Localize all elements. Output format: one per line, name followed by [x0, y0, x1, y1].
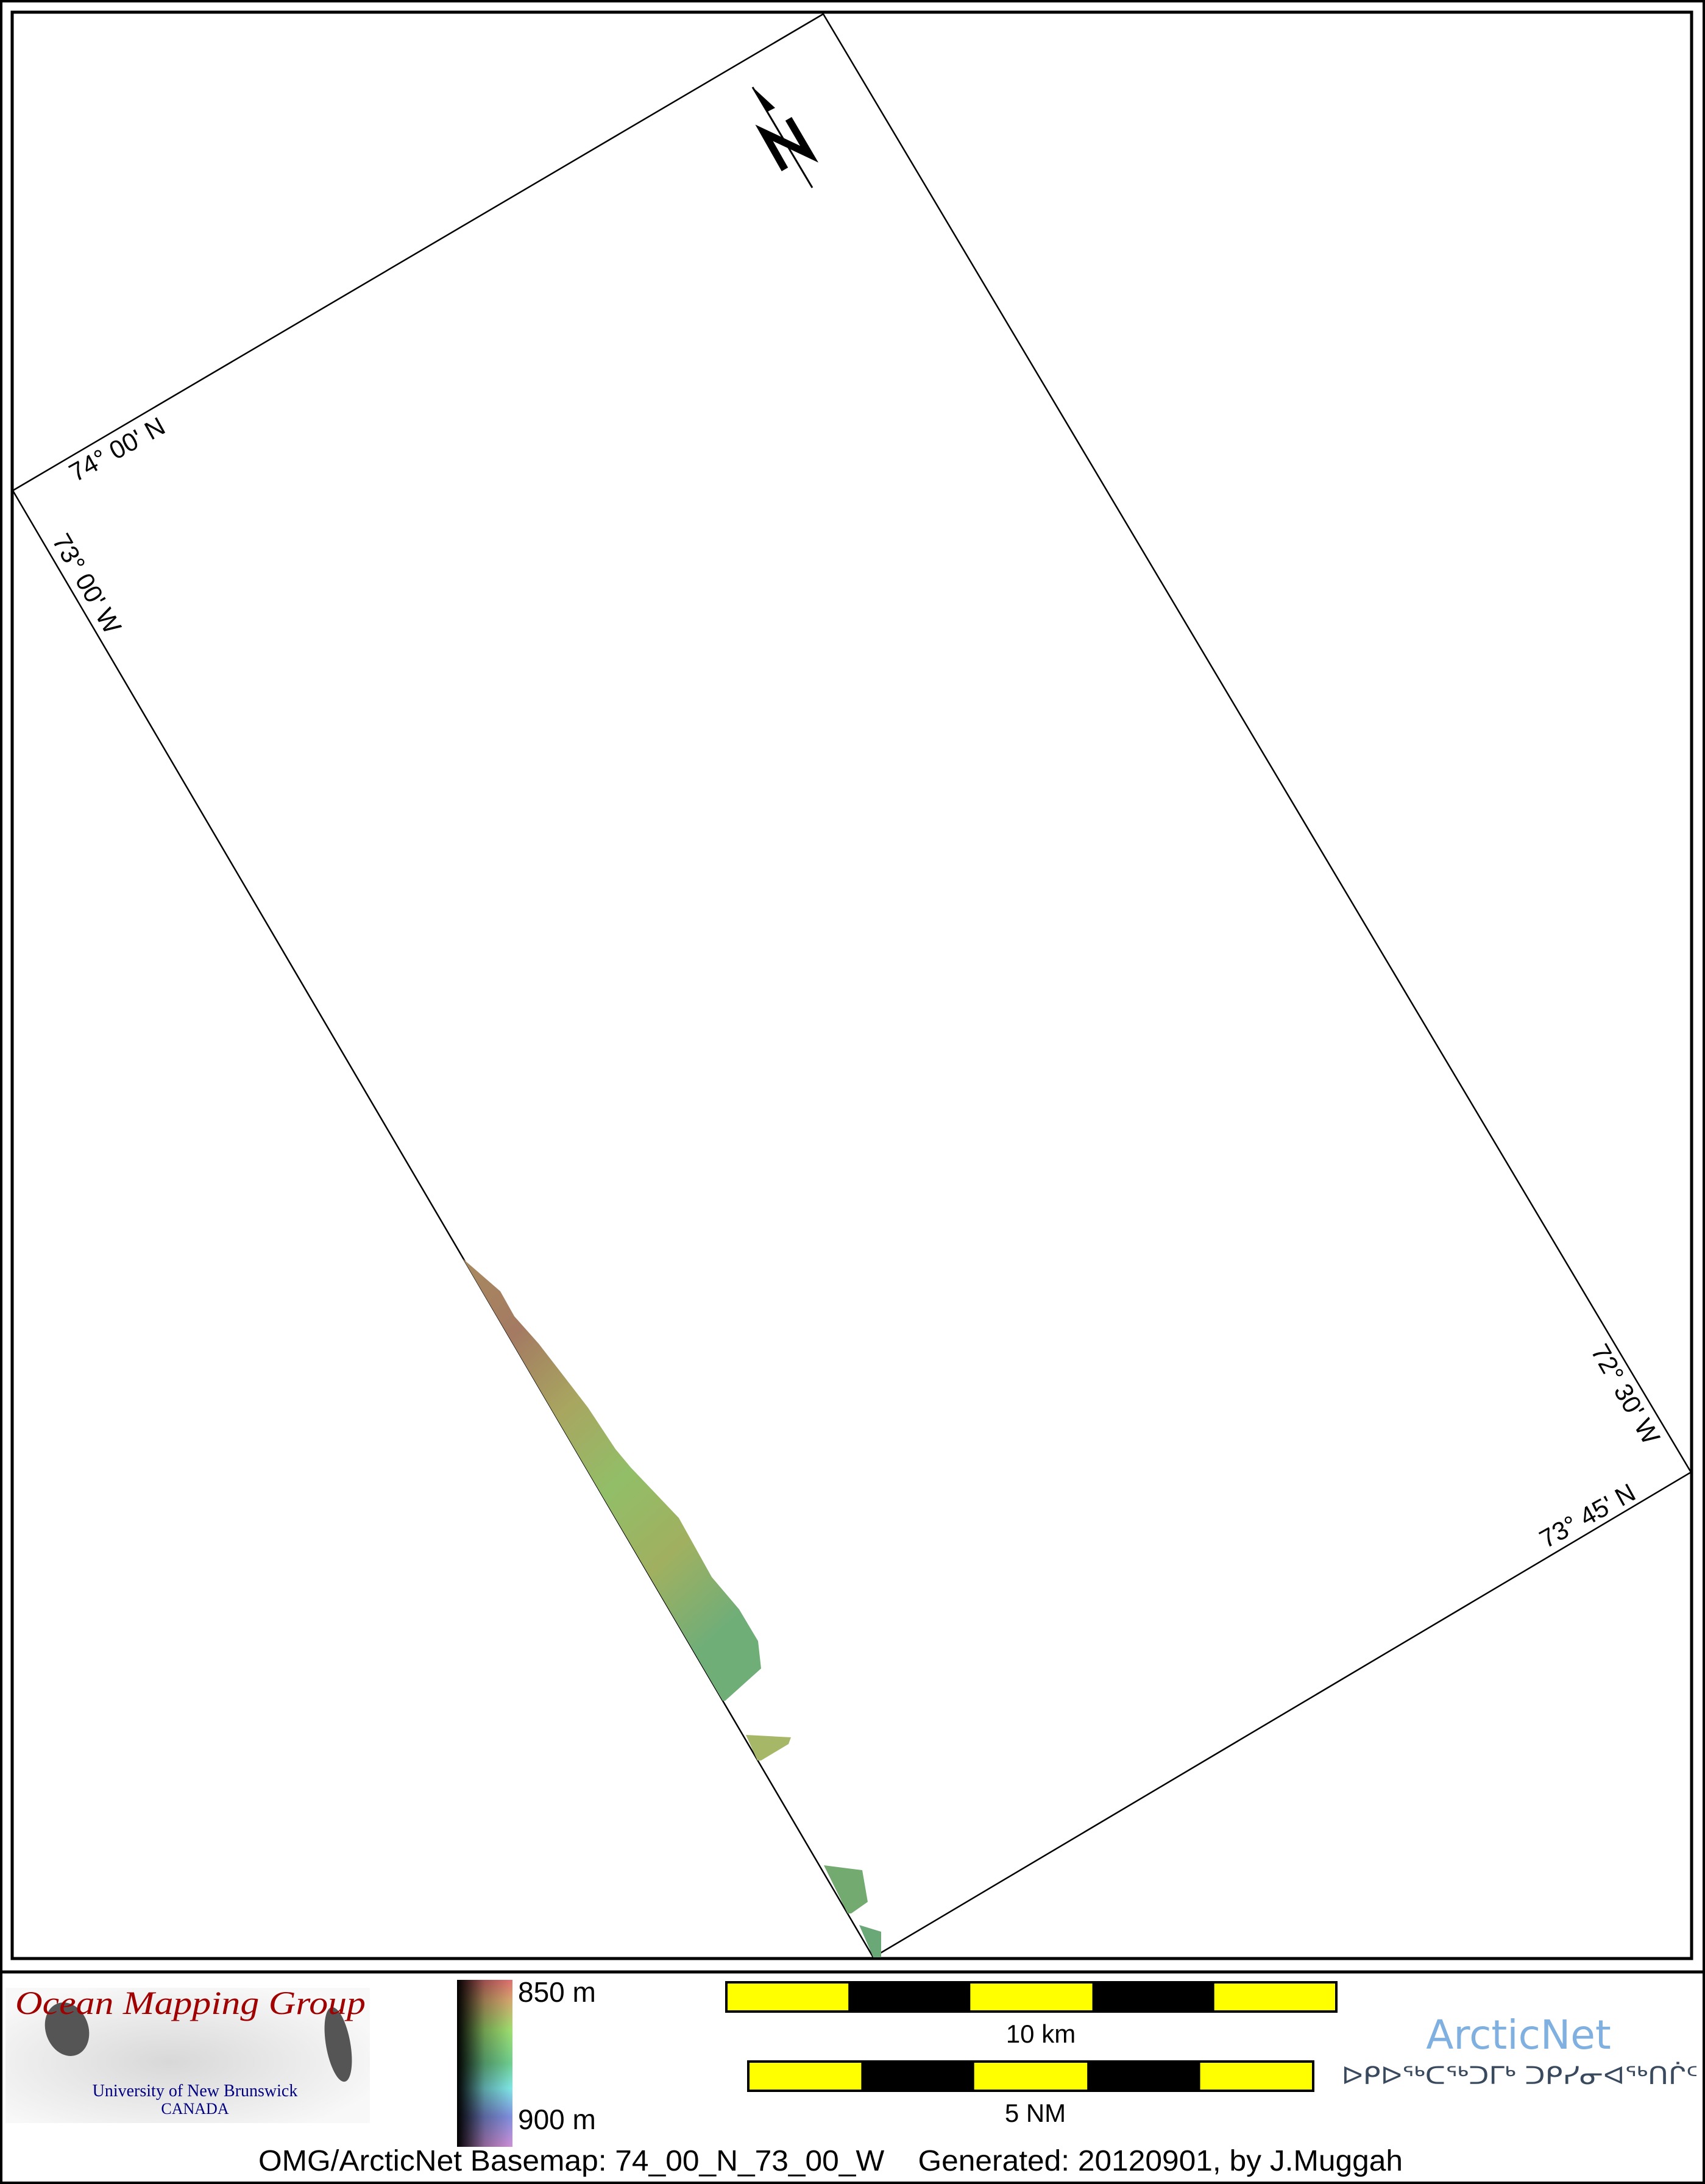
scale-bar-segment — [1087, 2062, 1200, 2091]
sheet-boundary — [12, 13, 1692, 1959]
bathymetry-patch — [824, 1865, 868, 1913]
scale-bar-segment — [974, 2062, 1088, 2091]
scale-bar-segment — [726, 1982, 849, 2012]
bathymetry-patch — [463, 1259, 761, 1701]
scale-bar-segment — [748, 2062, 862, 2091]
arcticnet-logo-text: ArcticNet — [1426, 2012, 1611, 2058]
depth-colorbar — [457, 1980, 512, 2147]
sonar-vessel-icon — [44, 2002, 90, 2056]
scale-bar-segment — [861, 2062, 974, 2091]
depth-min-label: 900 m — [518, 2104, 596, 2135]
scale-bar-km-label: 10 km — [1006, 2019, 1076, 2048]
scale-bar-segment — [1200, 2062, 1313, 2091]
lon-label-73-00: 73° 00' W — [47, 529, 127, 639]
scale-bar-km — [725, 1981, 1338, 2013]
bathymetry-patch — [859, 1925, 881, 1957]
omg-logo: Ocean Mapping Group University of New Br… — [5, 1985, 370, 2123]
logo-university: University of New Brunswick — [93, 2082, 298, 2101]
scale-bar-outline — [725, 1981, 1338, 2013]
scale-bar-segment — [1092, 1982, 1214, 2012]
logo-country: CANADA — [161, 2100, 229, 2118]
bathymetry-patch — [746, 1735, 791, 1760]
towfish-icon — [324, 2007, 352, 2082]
arcticnet-syllabics: ᐅᑭᐅᖅᑕᖅᑐᒥᒃ ᑐᑭᓯᓂᐊᖅᑎᒌᑦ — [1342, 2062, 1698, 2090]
scale-bar-segment — [1214, 1982, 1336, 2012]
lat-label-74-00: 74° 00' N — [64, 411, 169, 487]
scale-bar-segment — [970, 1982, 1093, 2012]
scale-bar-segment — [848, 1982, 971, 2012]
scale-bar-nm-label: 5 NM — [1005, 2099, 1066, 2127]
north-arrow-icon — [751, 87, 819, 188]
logo-title: Ocean Mapping Group — [15, 1985, 366, 2021]
lon-label-72-30: 72° 30' W — [1586, 1339, 1665, 1450]
footer-caption: OMG/ArcticNet Basemap: 74_00_N_73_00_W G… — [258, 2145, 1403, 2177]
bathymetry-coverage — [463, 1259, 881, 1957]
lat-label-73-45: 73° 45' N — [1534, 1478, 1640, 1553]
depth-max-label: 850 m — [518, 1976, 596, 2008]
scale-bar-nm — [747, 2060, 1314, 2092]
scale-bar-outline — [747, 2060, 1314, 2092]
map-frame — [10, 10, 1693, 1960]
